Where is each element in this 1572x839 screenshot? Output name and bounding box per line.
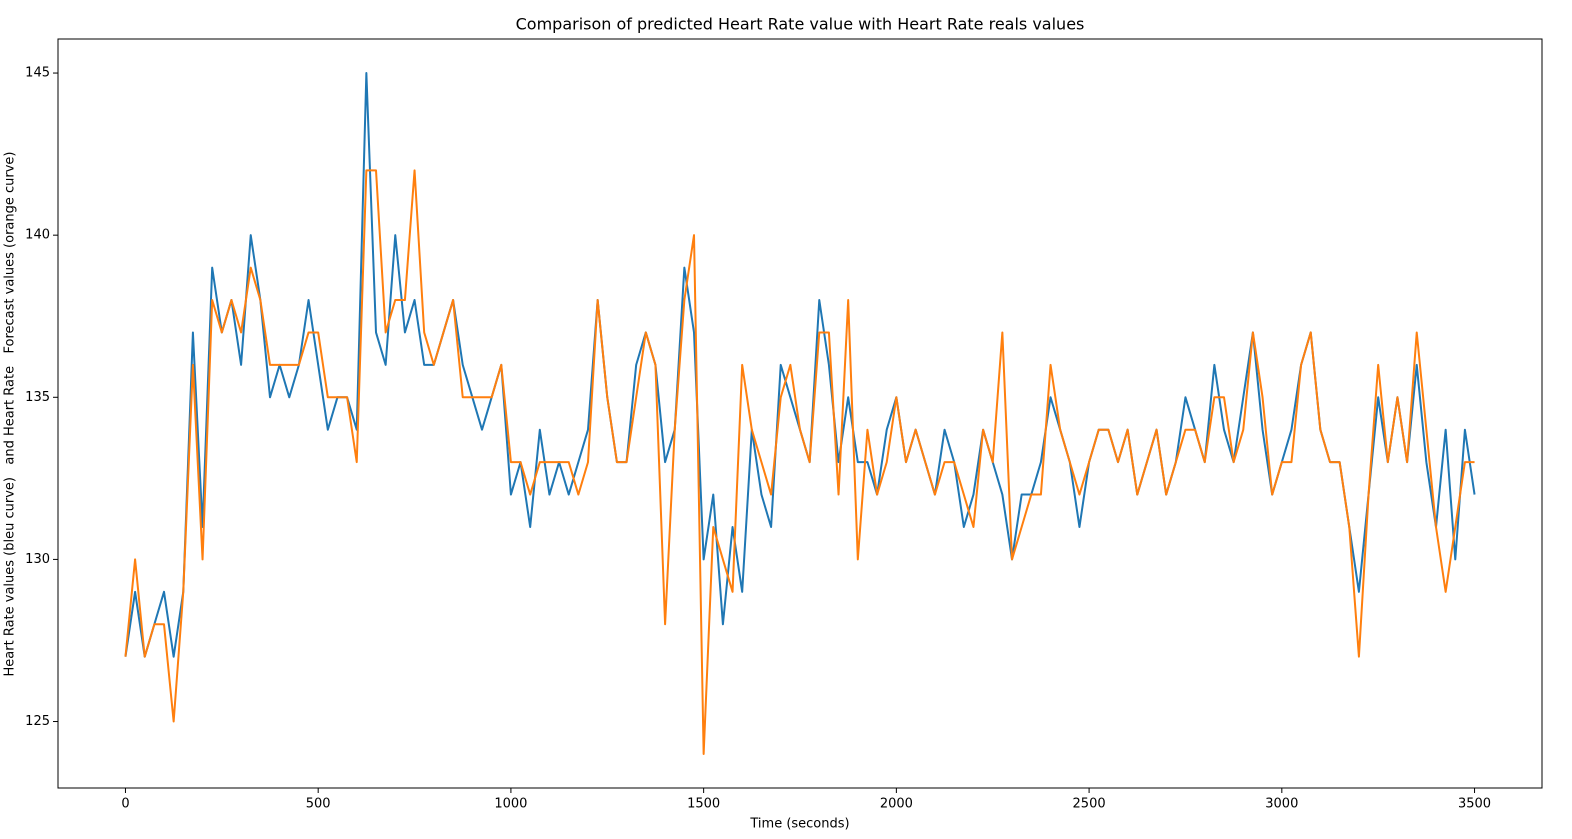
x-tick-label: 2500 <box>1073 797 1106 812</box>
x-tick-label: 3500 <box>1458 797 1491 812</box>
x-tick-label: 0 <box>121 797 129 812</box>
plot-frame <box>57 38 1543 789</box>
y-tick-label: 125 <box>25 714 50 729</box>
x-tick-label: 500 <box>306 797 331 812</box>
x-tick-label: 1000 <box>494 797 527 812</box>
y-tick-label: 130 <box>25 552 50 567</box>
series-line <box>124 169 1475 755</box>
y-axis-label: Heart Rate values (bleu curve) and Heart… <box>3 152 18 677</box>
x-axis-label: Time (seconds) <box>749 817 849 832</box>
chart-title: Comparison of predicted Heart Rate value… <box>516 15 1085 34</box>
x-tick-label: 2000 <box>880 797 913 812</box>
y-tick-label: 135 <box>25 390 50 405</box>
y-tick-label: 140 <box>25 228 50 243</box>
y-tick-label: 145 <box>25 66 50 81</box>
x-tick-label: 3000 <box>1265 797 1298 812</box>
x-tick-label: 1500 <box>687 797 720 812</box>
